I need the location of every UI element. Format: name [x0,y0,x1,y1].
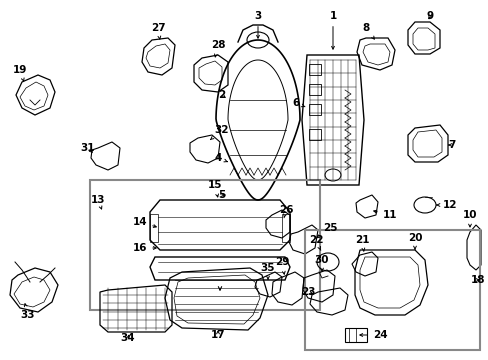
Text: 23: 23 [300,287,315,297]
Text: 34: 34 [121,333,135,343]
Text: 31: 31 [81,143,95,153]
Text: 16: 16 [132,243,156,253]
Text: 32: 32 [210,125,229,140]
Text: 35: 35 [260,263,275,279]
Text: 33: 33 [20,304,35,320]
Bar [90,180,319,310]
Text: 3: 3 [254,11,261,38]
Text: 26: 26 [278,205,293,218]
Text: 12: 12 [436,200,456,210]
Bar [308,129,320,140]
Text: 4: 4 [214,153,227,163]
Text: 5: 5 [218,190,225,200]
Text: 15: 15 [207,180,222,197]
Bar [345,328,366,342]
Text: 13: 13 [91,195,105,209]
Text: 24: 24 [359,330,386,340]
Text: 19: 19 [13,65,27,81]
Text: 29: 29 [274,257,288,274]
Text: 28: 28 [210,40,225,57]
Text: 9: 9 [426,11,433,21]
Text: 14: 14 [132,217,156,228]
Text: 6: 6 [292,98,305,108]
Text: 21: 21 [354,235,368,251]
Text: 30: 30 [314,255,328,271]
Bar [308,64,320,75]
Text: 1: 1 [329,11,336,49]
Text: 7: 7 [447,140,455,150]
Bar [308,84,320,95]
Text: 27: 27 [150,23,165,39]
Text: 20: 20 [407,233,421,249]
Text: 11: 11 [373,210,396,220]
Text: 17: 17 [210,330,225,340]
Text: 2: 2 [218,90,225,100]
Text: 25: 25 [316,223,337,238]
Text: 22: 22 [308,235,323,250]
Text: 8: 8 [362,23,374,39]
Bar [308,104,320,115]
Bar [305,230,479,350]
Text: 10: 10 [462,210,476,227]
Text: 18: 18 [470,275,484,285]
